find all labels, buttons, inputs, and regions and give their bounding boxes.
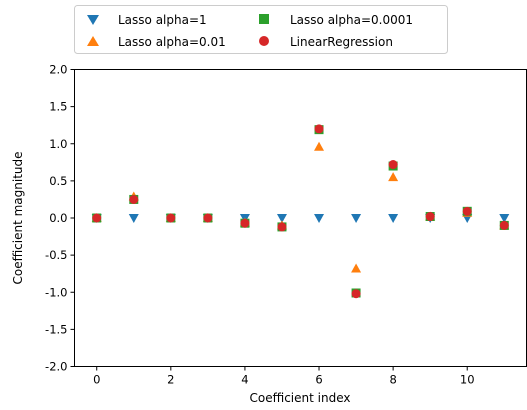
x-axis-label: Coefficient index (250, 391, 351, 405)
y-tick-label: 1.0 (49, 137, 67, 151)
legend-label-linear-regression: LinearRegression (290, 35, 393, 49)
point-linearregression (351, 289, 361, 299)
legend-label-lasso-alpha-1: Lasso alpha=1 (118, 13, 207, 27)
point-lasso-alpha-1 (499, 214, 510, 223)
x-axis: 0 2 4 6 8 10 (93, 366, 475, 387)
legend-marker-triangle-up (87, 36, 99, 46)
legend-entry-linear-regression: LinearRegression (259, 35, 393, 49)
y-tick-label: 2.0 (49, 63, 67, 77)
legend-label-lasso-alpha-0.0001: Lasso alpha=0.0001 (290, 13, 413, 27)
point-linearregression (166, 213, 176, 223)
x-tick-label: 10 (460, 373, 475, 387)
y-tick-label: -2.0 (45, 360, 67, 374)
legend-entry-lasso-alpha-0.01: Lasso alpha=0.01 (87, 35, 226, 49)
legend: Lasso alpha=1 Lasso alpha=0.01 Lasso alp… (74, 5, 448, 54)
point-linearregression (425, 212, 435, 222)
x-tick-label: 0 (93, 373, 100, 387)
y-tick-label: -1.0 (45, 285, 67, 299)
point-lasso-alpha-0.01 (314, 141, 325, 151)
y-tick-label: 1.5 (49, 100, 67, 114)
x-tick-label: 6 (315, 373, 322, 387)
point-linearregression (314, 124, 324, 134)
point-lasso-alpha-1 (388, 214, 399, 223)
point-lasso-alpha-1 (351, 214, 362, 223)
point-linearregression (92, 213, 102, 223)
point-linearregression (277, 222, 287, 232)
legend-label-lasso-alpha-0.01: Lasso alpha=0.01 (118, 35, 226, 49)
point-linearregression (499, 220, 509, 230)
plot-frame (74, 69, 527, 367)
x-tick-label: 2 (167, 373, 174, 387)
point-lasso-alpha-0.01 (388, 172, 399, 182)
y-tick-label: 0.5 (49, 174, 67, 188)
y-tick-label: -1.5 (45, 322, 67, 336)
legend-marker-circle (259, 36, 269, 46)
point-linearregression (129, 194, 139, 204)
legend-marker-square (259, 14, 269, 24)
point-linearregression (462, 206, 472, 216)
point-linearregression (203, 213, 213, 223)
legend-entry-lasso-alpha-0.0001: Lasso alpha=0.0001 (259, 13, 413, 27)
point-lasso-alpha-0.01 (351, 263, 362, 273)
point-lasso-alpha-1 (276, 214, 287, 223)
point-lasso-alpha-1 (314, 214, 325, 223)
legend-frame (74, 5, 448, 54)
x-tick-label: 4 (241, 373, 248, 387)
legend-marker-triangle-down (87, 15, 99, 25)
legend-entry-lasso-alpha-1: Lasso alpha=1 (87, 13, 207, 27)
y-tick-label: 0.0 (49, 211, 67, 225)
point-lasso-alpha-1 (128, 214, 139, 223)
y-axis: 2.0 1.5 1.0 0.5 0.0 -0.5 -1.0 -1.5 -2.0 (45, 63, 75, 374)
data-points (91, 124, 510, 299)
point-linearregression (240, 218, 250, 228)
point-linearregression (388, 160, 398, 170)
y-axis-label: Coefficient magnitude (11, 151, 25, 284)
y-tick-label: -0.5 (45, 248, 67, 262)
x-tick-label: 8 (389, 373, 396, 387)
